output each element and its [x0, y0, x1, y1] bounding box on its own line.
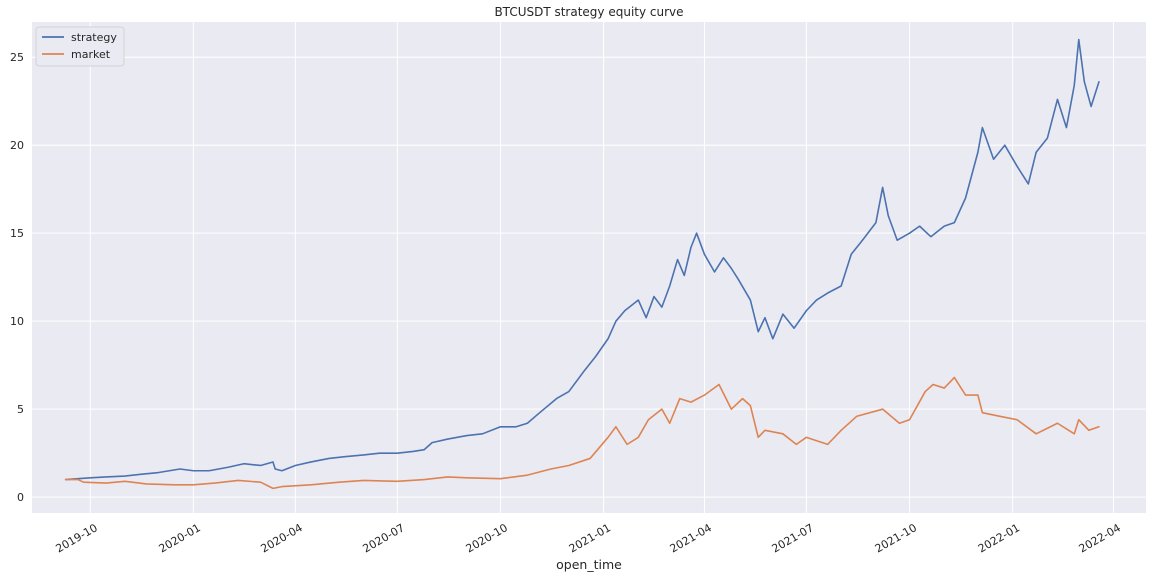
series-line-strategy — [64, 38, 1100, 481]
x-tick-label: 2022-01 — [976, 521, 1022, 555]
x-tick-label: 2021-01 — [567, 521, 613, 555]
x-tick-label: 2021-10 — [873, 521, 919, 555]
y-tick-label: 5 — [17, 403, 24, 416]
series-line-market — [64, 376, 1100, 490]
y-tick-label: 15 — [10, 227, 24, 240]
legend: strategy market — [35, 26, 125, 67]
x-tick-label: 2022-04 — [1077, 521, 1123, 555]
grid-layer — [32, 22, 1146, 513]
x-tick-label: 2020-01 — [157, 521, 203, 555]
y-tick-label: 20 — [10, 139, 24, 152]
x-axis-label: open_time — [556, 557, 622, 572]
x-tick-label: 2019-10 — [53, 521, 99, 555]
y-tick-label: 0 — [17, 491, 24, 504]
x-tick-label: 2020-10 — [464, 521, 510, 555]
plot-background — [32, 22, 1146, 513]
y-tick-label: 25 — [10, 51, 24, 64]
x-tick-label: 2021-04 — [668, 521, 714, 555]
x-tick-label: 2020-07 — [361, 521, 407, 555]
x-tick-label: 2021-07 — [770, 521, 816, 555]
legend-label-strategy: strategy — [71, 31, 117, 44]
x-tick-label: 2020-04 — [259, 521, 305, 555]
chart-title: BTCUSDT strategy equity curve — [494, 5, 683, 19]
series-layer — [64, 38, 1100, 490]
y-tick-label: 10 — [10, 315, 24, 328]
legend-label-market: market — [71, 48, 111, 61]
